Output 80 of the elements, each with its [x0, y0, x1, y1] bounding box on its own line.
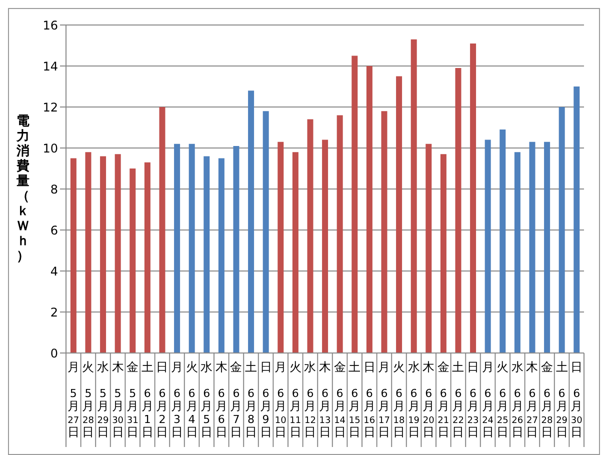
- bar: [544, 142, 550, 353]
- y-tick-label: 8: [50, 182, 58, 196]
- bar: [204, 156, 210, 353]
- x-tick-label: 金 5月31日: [126, 360, 139, 439]
- bar: [574, 86, 580, 353]
- bar: [396, 76, 402, 353]
- x-tick-label: 日 6月16日: [363, 360, 376, 439]
- x-tick-label: 金 6月7日: [230, 360, 242, 439]
- bar: [262, 111, 269, 353]
- x-tick-label: 水 6月26日: [511, 360, 524, 439]
- bar: [233, 146, 240, 353]
- x-tick-label: 木 6月13日: [319, 360, 331, 439]
- bar: [410, 39, 417, 353]
- y-tick-label: 2: [50, 305, 58, 320]
- x-tick-label: 火 6月11日: [289, 360, 302, 439]
- x-tick-label: 火 6月4日: [186, 360, 198, 439]
- bar: [188, 144, 195, 353]
- bar: [381, 111, 388, 353]
- bar: [218, 158, 224, 353]
- x-tick-label: 月 6月24日: [482, 360, 494, 439]
- bar: [529, 142, 536, 353]
- bar: [500, 130, 506, 353]
- y-tick-label: 6: [50, 223, 58, 238]
- x-tick-label: 月 6月3日: [171, 360, 183, 439]
- x-tick-label: 土 6月8日: [245, 360, 257, 439]
- y-tick-label: 10: [42, 141, 58, 156]
- y-tick-label: 0: [50, 346, 58, 360]
- bar: [440, 154, 446, 353]
- bar: [144, 162, 150, 353]
- text: 電力消費量（ｋＷｈ）: [16, 114, 30, 264]
- y-tick-label: 12: [42, 100, 58, 114]
- x-tick-label: 月 5月27日: [67, 360, 80, 439]
- bar: [85, 152, 92, 353]
- bar: [130, 168, 136, 353]
- y-tick-label: 16: [42, 18, 58, 32]
- x-tick-label: 日 6月23日: [467, 360, 479, 439]
- x-tick-label: 水 6月12日: [304, 360, 316, 439]
- x-tick-label: 月 6月10日: [274, 360, 287, 439]
- x-tick-label: 水 6月19日: [408, 360, 420, 439]
- x-tick-label: 水 6月5日: [200, 360, 213, 439]
- x-tick-label: 火 6月18日: [393, 360, 405, 439]
- bar: [114, 154, 121, 353]
- x-tick-label: 木 6月20日: [422, 360, 435, 439]
- x-tick-label: 火 5月28日: [82, 360, 94, 439]
- x-tick-label: 金 6月14日: [334, 360, 346, 439]
- x-tick-label: 木 6月27日: [526, 360, 538, 439]
- x-tick-label: 日 6月30日: [570, 360, 583, 439]
- bar: [426, 144, 432, 353]
- bar: [352, 56, 358, 353]
- x-tick-label: 日 6月2日: [156, 360, 168, 439]
- bar: [278, 142, 284, 353]
- bar: [292, 152, 298, 353]
- bar: [455, 68, 462, 353]
- x-tick-label: 金 6月21日: [437, 360, 450, 439]
- bar: [159, 107, 166, 353]
- x-tick-label: 木 5月30日: [112, 360, 124, 439]
- x-tick-label: 木 6月6日: [215, 360, 228, 439]
- x-tick-label: 火 6月25日: [496, 360, 509, 439]
- bar: [336, 115, 343, 353]
- bar: [100, 156, 106, 353]
- bar: [322, 140, 328, 353]
- x-tick-label: 土 6月15日: [348, 360, 361, 439]
- bar: [484, 140, 491, 353]
- x-tick-label: 金 6月28日: [541, 360, 553, 439]
- x-tick-label: 土 6月22日: [452, 360, 464, 439]
- bar: [248, 90, 254, 353]
- y-tick-label: 14: [42, 59, 58, 74]
- x-tick-label: 水 5月29日: [97, 360, 109, 439]
- x-tick-label: 日 6月9日: [260, 360, 272, 439]
- bar: [70, 158, 76, 353]
- bar: [470, 43, 476, 353]
- x-tick-label: 土 6月29日: [556, 360, 568, 439]
- bar: [514, 152, 520, 353]
- x-tick-label: 土 6月1日: [141, 360, 154, 439]
- bar: [558, 107, 565, 353]
- y-tick-label: 4: [50, 264, 58, 278]
- bar: [307, 119, 314, 353]
- x-tick-label: 月 6月17日: [378, 360, 390, 439]
- bar: [174, 144, 180, 353]
- bar: [366, 66, 372, 353]
